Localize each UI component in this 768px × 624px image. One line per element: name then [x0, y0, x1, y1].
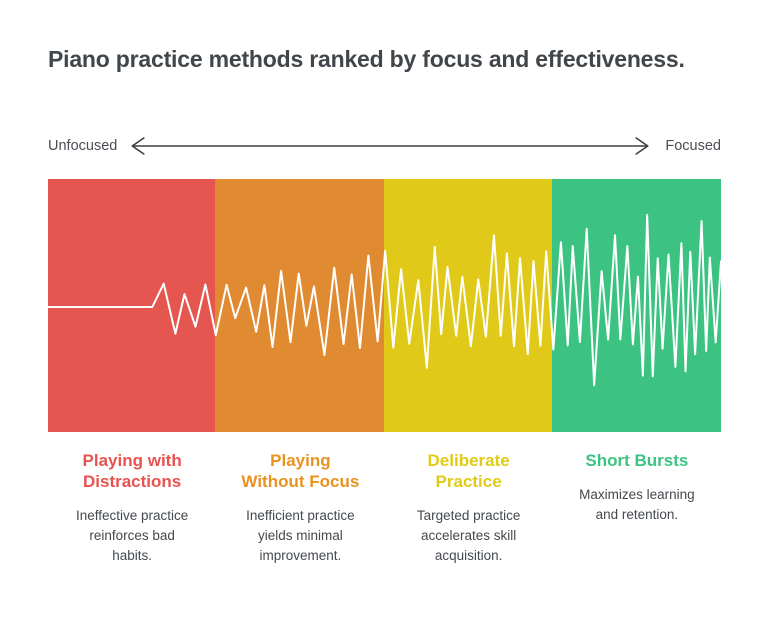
- caption-heading: Playing with Distractions: [82, 451, 182, 491]
- caption-body: Inefficient practice yields minimal impr…: [246, 508, 355, 563]
- page-title: Piano practice methods ranked by focus a…: [48, 46, 685, 72]
- caption-playing-without-focus: Playing Without Focus Inefficient practi…: [216, 450, 384, 600]
- caption-deliberate-practice: Deliberate Practice Targeted practice ac…: [385, 450, 553, 600]
- caption-short-bursts: Short Bursts Maximizes learning and rete…: [553, 450, 721, 600]
- band-playing-with-distractions: [48, 179, 215, 432]
- caption-body: Maximizes learning and retention.: [579, 487, 695, 522]
- caption-heading: Playing Without Focus: [241, 451, 360, 491]
- caption-body: Targeted practice accelerates skill acqu…: [416, 508, 521, 563]
- axis-label-unfocused: Unfocused: [48, 138, 118, 154]
- caption-row: Playing with Distractions Ineffective pr…: [48, 450, 721, 600]
- caption-playing-with-distractions: Playing with Distractions Ineffective pr…: [48, 450, 216, 600]
- caption-heading: Deliberate Practice: [427, 451, 510, 491]
- band-short-bursts: [552, 179, 721, 432]
- caption-body: Ineffective practice reinforces bad habi…: [75, 508, 189, 563]
- caption-heading: Short Bursts: [585, 451, 689, 470]
- band-playing-without-focus: [215, 179, 384, 432]
- focus-axis: Unfocused Focused: [48, 132, 721, 160]
- color-band-strip: [48, 179, 721, 432]
- band-deliberate-practice: [384, 179, 552, 432]
- axis-label-focused: Focused: [665, 138, 721, 154]
- double-headed-arrow-icon: [127, 135, 653, 157]
